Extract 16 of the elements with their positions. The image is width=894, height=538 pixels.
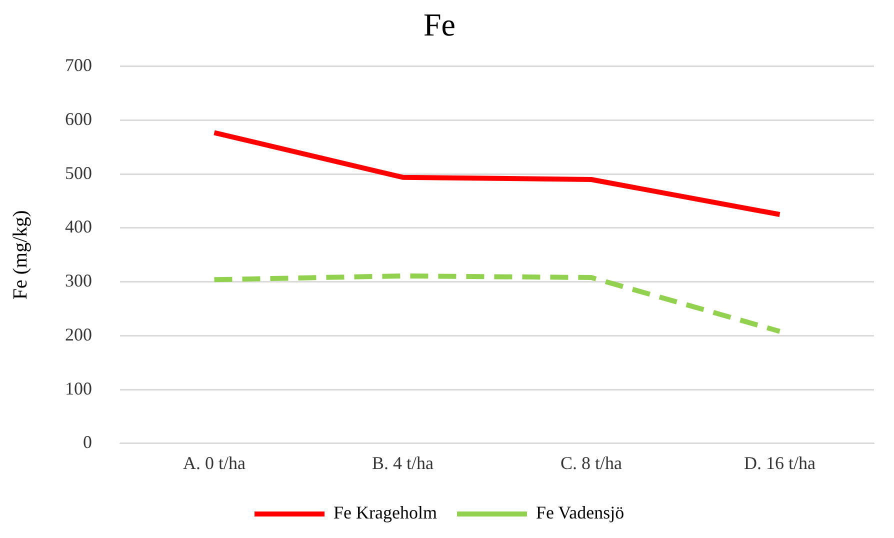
chart-title: Fe: [424, 6, 456, 43]
x-tick-label: A. 0 t/ha: [183, 452, 246, 473]
legend-label: Fe Vadensjö: [536, 502, 624, 523]
legend-label: Fe Krageholm: [334, 502, 438, 523]
y-axis-title: Fe (mg/kg): [9, 210, 32, 300]
y-tick-label: 300: [65, 270, 92, 291]
y-tick-label: 500: [65, 162, 92, 183]
y-tick-label: 400: [65, 216, 92, 237]
y-tick-label: 0: [83, 432, 92, 452]
y-tick-label: 200: [65, 324, 92, 344]
x-tick-label: B. 4 t/ha: [372, 452, 434, 473]
y-tick-label: 700: [65, 55, 92, 76]
x-tick-label: D. 16 t/ha: [744, 452, 816, 473]
y-tick-label: 100: [65, 378, 92, 398]
y-tick-label: 600: [65, 108, 92, 129]
x-tick-label: C. 8 t/ha: [560, 452, 622, 473]
